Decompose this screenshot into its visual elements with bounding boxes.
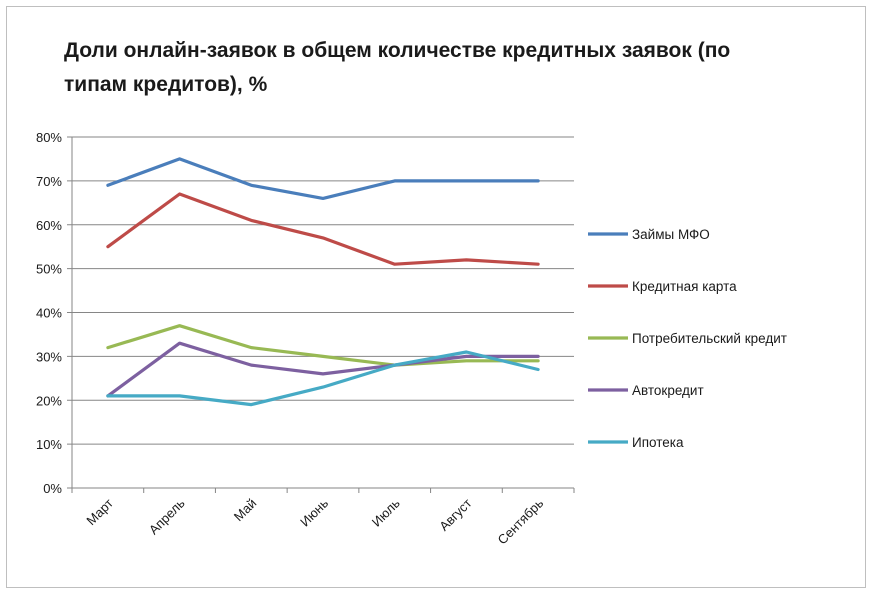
legend: Займы МФО Кредитная карта Потребительский …	[588, 227, 787, 450]
legend-label: Ипотека	[632, 435, 684, 450]
legend-label: Автокредит	[632, 383, 704, 398]
x-tick-label: Июнь	[297, 495, 331, 529]
x-tick-label: Апрель	[146, 495, 188, 537]
legend-label: Кредитная карта	[632, 279, 737, 294]
series-line	[106, 350, 540, 407]
chart-title: Доли онлайн-заявок в общем количестве кр…	[64, 39, 731, 96]
y-tick-label: 30%	[36, 349, 62, 364]
y-tick-label: 70%	[36, 174, 62, 189]
x-tick-labels: Март Апрель Май Июнь Июль Август Сентябрь	[83, 495, 546, 547]
chart-frame	[6, 6, 866, 588]
x-tick-label: Март	[83, 495, 116, 528]
series-lines	[106, 157, 540, 407]
y-tick-label: 50%	[36, 262, 62, 277]
series-line	[106, 324, 540, 367]
x-tick-label: Май	[231, 496, 260, 525]
series-line	[106, 192, 540, 266]
x-tick-label: Август	[436, 495, 474, 533]
y-tick-label: 40%	[36, 306, 62, 321]
y-tick-labels: 0% 10% 20% 30% 40% 50% 60% 70% 80%	[36, 130, 62, 496]
y-tick-label: 0%	[43, 481, 62, 496]
y-tick-label: 60%	[36, 218, 62, 233]
y-tick-label: 10%	[36, 437, 62, 452]
grid-lines	[72, 136, 574, 445]
legend-label: Займы МФО	[632, 227, 710, 242]
series-line	[106, 341, 540, 398]
series-line	[106, 157, 540, 200]
legend-label: Потребительский кредит	[632, 331, 787, 346]
x-tick-label: Июль	[369, 495, 403, 529]
y-tick-label: 20%	[36, 393, 62, 408]
y-tick-label: 80%	[36, 130, 62, 145]
axes	[67, 136, 575, 493]
x-tick-label: Сентябрь	[494, 495, 546, 547]
